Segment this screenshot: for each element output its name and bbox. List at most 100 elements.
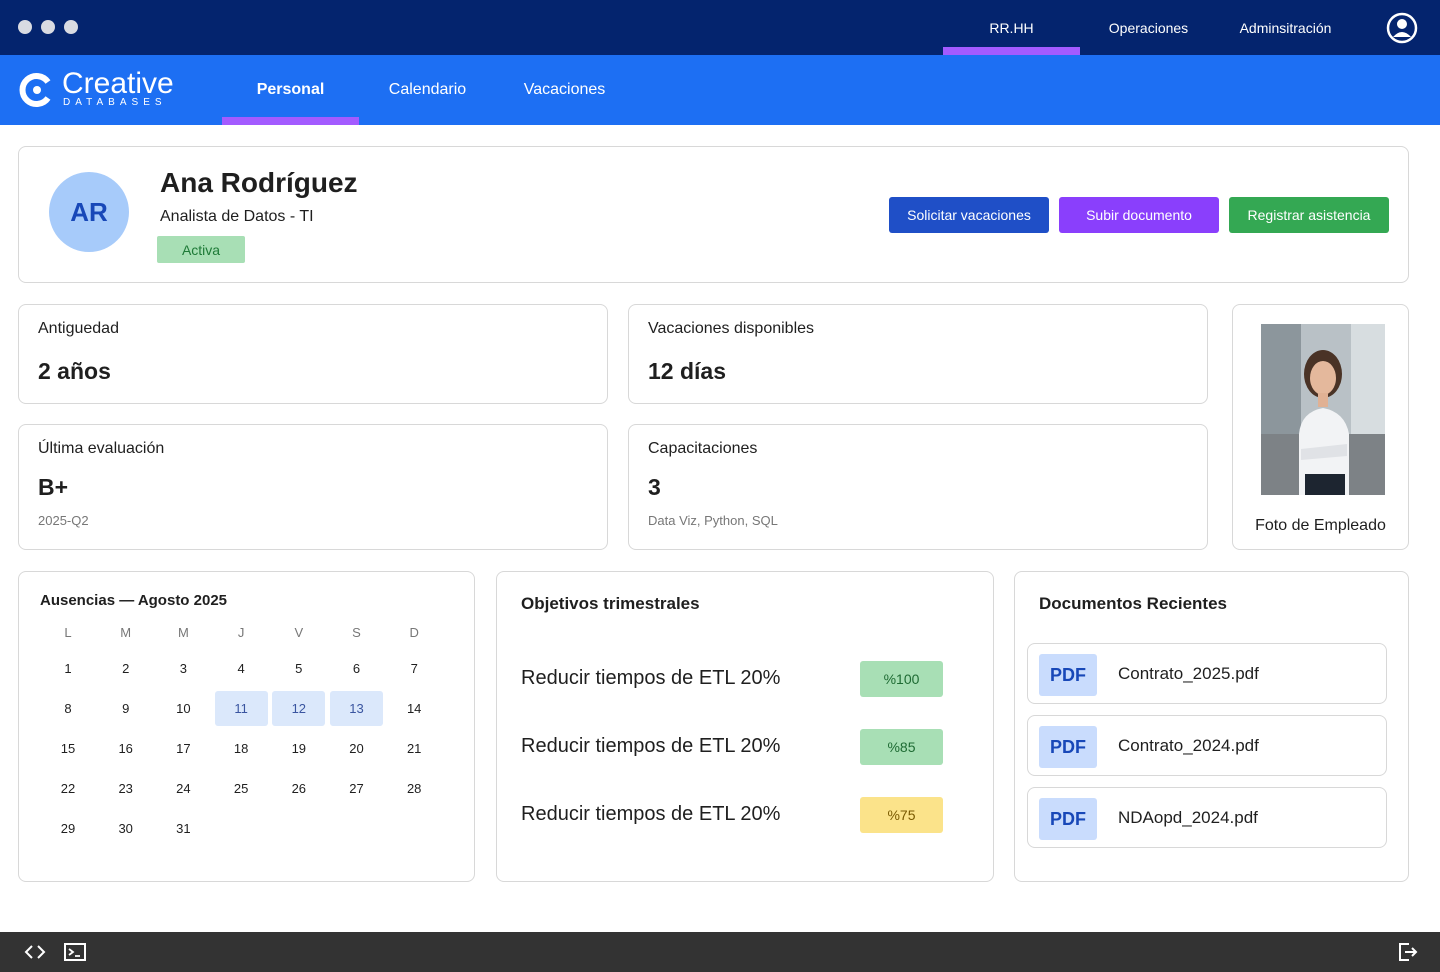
day: 6 (352, 661, 361, 676)
stat-value: 12 días (648, 358, 726, 384)
action-button[interactable]: Registrar asistencia (1229, 197, 1389, 233)
day: 19 (291, 741, 307, 756)
code-icon[interactable] (24, 942, 46, 962)
progress-badge: %85 (860, 729, 943, 765)
day: 30 (118, 821, 133, 836)
objective-text: Reducir tiempos de ETL 20% (521, 803, 781, 825)
calendar-title: Ausencias — Agosto 2025 (40, 592, 228, 609)
objective-row: Reducir tiempos de ETL 20% %75 (497, 797, 993, 833)
tab[interactable]: Vacaciones (523, 81, 606, 98)
day: 24 (176, 781, 191, 796)
nav-item[interactable]: Operaciones (1108, 19, 1189, 36)
employee-name: Ana Rodríguez (160, 167, 358, 198)
stat-label: Vacaciones disponibles (648, 320, 815, 337)
window-dot (41, 20, 55, 34)
photo-caption: Foto de Empleado (1255, 517, 1386, 534)
window-dot (64, 20, 78, 34)
stat-card: Última evaluación B+ 2025-Q2 (18, 424, 608, 550)
day: 5 (295, 661, 303, 676)
action-button[interactable]: Subir documento (1059, 197, 1219, 233)
day: 1 (64, 661, 72, 676)
stat-card: Vacaciones disponibles 12 días (628, 304, 1208, 404)
file-name: Contrato_2024.pdf (1118, 736, 1259, 755)
objectives-title: Objetivos trimestrales (521, 594, 700, 613)
top-bar: RR.HH Operaciones Adminsitración (0, 0, 1440, 55)
logo-mark (19, 73, 51, 107)
documents-card: Documentos Recientes PDF Contrato_2025.pd… (1014, 571, 1409, 882)
employee-photo (1261, 324, 1385, 495)
day: 20 (349, 741, 364, 756)
weekday: M (120, 625, 132, 640)
file-name: NDAopd_2024.pdf (1118, 808, 1258, 827)
day: 8 (64, 701, 72, 716)
photo-card: Foto de Empleado (1232, 304, 1409, 550)
file-type: PDF (1039, 726, 1097, 768)
stat-value: 2 años (38, 358, 111, 384)
avatar: AR (49, 172, 129, 252)
file-name: Contrato_2025.pdf (1118, 664, 1259, 683)
nav-item[interactable]: Adminsitración (1239, 19, 1332, 36)
day: 27 (349, 781, 364, 796)
stat-value: 3 (648, 474, 661, 500)
stat-card: Capacitaciones 3 Data Viz, Python, SQL (628, 424, 1208, 550)
progress-badge: %75 (860, 797, 943, 833)
stat-card: Antiguedad 2 años (18, 304, 608, 404)
day: 31 (176, 821, 191, 836)
objectives-card: Objetivos trimestrales Reducir tiempos d… (496, 571, 994, 882)
status-badge: Activa (157, 236, 245, 263)
stat-label: Antiguedad (38, 320, 119, 337)
documents-title: Documentos Recientes (1039, 594, 1227, 613)
day: 26 (291, 781, 307, 796)
tab[interactable]: Personal (222, 55, 359, 125)
day: 2 (122, 661, 130, 676)
file-type: PDF (1039, 654, 1097, 696)
weekday: J (237, 625, 245, 640)
day: 16 (118, 741, 133, 756)
logout-icon[interactable] (1397, 942, 1419, 962)
terminal-icon[interactable] (64, 942, 86, 962)
objective-row: Reducir tiempos de ETL 20% %100 (497, 661, 993, 697)
day: 3 (179, 661, 187, 676)
objective-text: Reducir tiempos de ETL 20% (521, 667, 781, 689)
day: 7 (410, 661, 418, 676)
day: 28 (406, 781, 422, 796)
absence-day: 13 (330, 691, 383, 726)
day: 21 (406, 741, 422, 756)
absence-day: 12 (272, 691, 326, 726)
document-item[interactable]: PDF NDAopd_2024.pdf (1027, 787, 1387, 848)
tab[interactable]: Calendario (388, 81, 467, 98)
stat-note: 2025-Q2 (38, 513, 89, 528)
bottom-bar (0, 932, 1440, 972)
weekday: D (409, 625, 419, 640)
employee-role: Analista de Datos - TI (160, 208, 314, 225)
objective-row: Reducir tiempos de ETL 20% %85 (497, 729, 993, 765)
weekday: S (352, 625, 361, 640)
document-item[interactable]: PDF Contrato_2024.pdf (1027, 715, 1387, 776)
file-type: PDF (1039, 798, 1097, 840)
action-button[interactable]: Solicitar vacaciones (889, 197, 1049, 233)
stat-value: B+ (38, 474, 69, 500)
absence-day: 11 (214, 691, 268, 726)
brand-name: Creative (62, 67, 174, 100)
window-dot (18, 20, 32, 34)
nav-item[interactable]: RR.HH (943, 0, 1080, 55)
progress-badge: %100 (860, 661, 943, 697)
user-icon[interactable] (1386, 12, 1418, 44)
brand-tagline: DATABASES (63, 97, 167, 108)
weekday: L (64, 625, 72, 640)
weekday: M (177, 625, 189, 640)
stat-label: Capacitaciones (648, 440, 758, 457)
day: 15 (60, 741, 76, 756)
day: 18 (233, 741, 249, 756)
day: 14 (406, 701, 422, 716)
day: 29 (60, 821, 76, 836)
day: 4 (237, 661, 245, 676)
document-item[interactable]: PDF Contrato_2025.pdf (1027, 643, 1387, 704)
day: 10 (176, 701, 191, 716)
day: 25 (233, 781, 249, 796)
day: 17 (176, 741, 191, 756)
day: 23 (118, 781, 133, 796)
stat-note: Data Viz, Python, SQL (648, 513, 778, 528)
